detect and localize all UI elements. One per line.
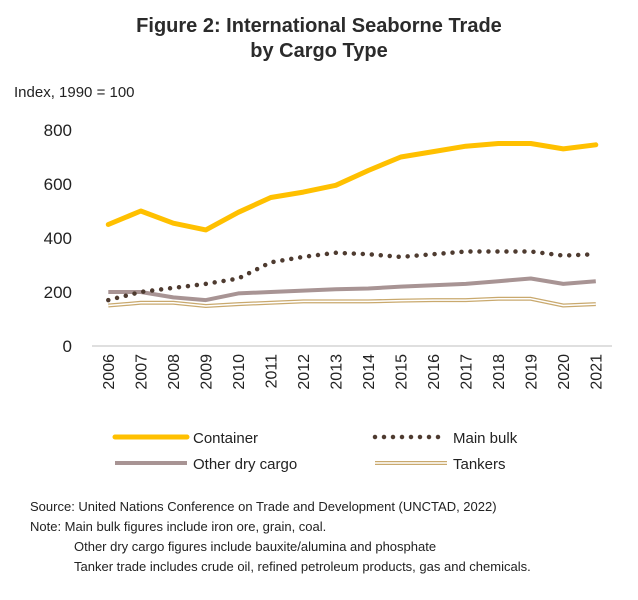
legend-label-container: Container bbox=[193, 430, 258, 447]
x-tick-label: 2012 bbox=[296, 354, 313, 390]
y-tick-label: 200 bbox=[44, 283, 72, 302]
x-tick-label: 2020 bbox=[556, 354, 573, 390]
x-tick-label: 2016 bbox=[426, 354, 443, 390]
y-tick-label: 600 bbox=[44, 175, 72, 194]
x-tick-label: 2018 bbox=[491, 354, 508, 390]
x-tick-label: 2006 bbox=[101, 354, 118, 390]
y-tick-label: 800 bbox=[44, 121, 72, 140]
chart-title: Figure 2: International Seaborne Trade b… bbox=[0, 14, 638, 64]
series-line-other-dry-cargo bbox=[108, 276, 596, 303]
series-line-tankers-inner bbox=[108, 298, 596, 307]
x-tick-label: 2021 bbox=[588, 354, 605, 390]
x-tick-label: 2009 bbox=[198, 354, 215, 390]
source-line: Source: United Nations Conference on Tra… bbox=[30, 499, 497, 514]
series-line-main-bulk bbox=[106, 249, 599, 303]
chart-title-line-2: by Cargo Type bbox=[250, 40, 388, 62]
source-notes: Source: United Nations Conference on Tra… bbox=[30, 497, 531, 577]
y-tick-label: 400 bbox=[44, 229, 72, 248]
legend-label-main-bulk: Main bulk bbox=[453, 430, 518, 447]
x-tick-label: 2019 bbox=[523, 354, 540, 390]
chart-title-line-1: Figure 2: International Seaborne Trade bbox=[136, 15, 502, 37]
y-tick-label: 0 bbox=[63, 337, 72, 356]
legend-label-other-dry-cargo: Other dry cargo bbox=[193, 456, 297, 473]
x-tick-label: 2010 bbox=[231, 354, 248, 390]
x-tick-label: 2015 bbox=[393, 354, 410, 390]
note-line-3: Tanker trade includes crude oil, refined… bbox=[74, 559, 531, 574]
line-chart: 0 200 400 600 800 2006 2007 2008 2009 2010 2011 201… bbox=[44, 121, 612, 473]
series-line-container bbox=[105, 141, 599, 233]
legend-label-tankers: Tankers bbox=[453, 456, 506, 473]
x-tick-label: 2007 bbox=[133, 354, 150, 390]
note-line-1: Note: Main bulk figures include iron ore… bbox=[30, 519, 327, 534]
x-tick-label: 2008 bbox=[166, 354, 183, 390]
x-tick-label: 2011 bbox=[263, 354, 280, 389]
x-tick-label: 2014 bbox=[361, 354, 378, 390]
y-axis-unit-label: Index, 1990 = 100 bbox=[14, 84, 135, 101]
note-line-2: Other dry cargo figures include bauxite/… bbox=[74, 539, 437, 554]
x-tick-label: 2013 bbox=[328, 354, 345, 390]
x-tick-label: 2017 bbox=[458, 354, 475, 390]
